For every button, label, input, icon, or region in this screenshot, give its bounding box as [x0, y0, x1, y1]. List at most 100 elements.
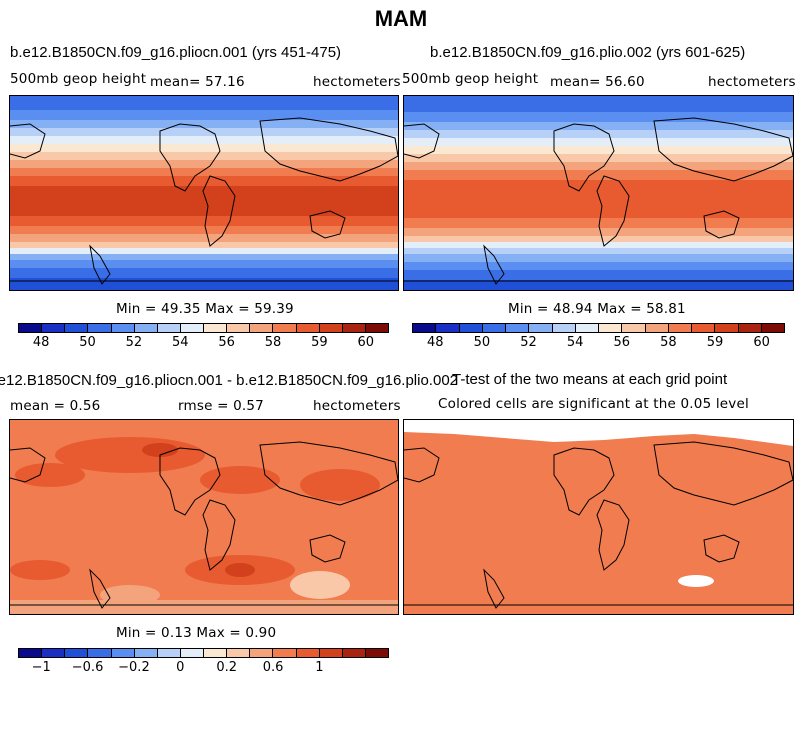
- colorbar-swatch: [65, 649, 89, 657]
- colorbar-swatch: [482, 324, 506, 332]
- panel-4-title: T-test of the two means at each grid poi…: [452, 371, 728, 388]
- colorbar-tick-label: −1: [31, 660, 51, 675]
- band: [10, 268, 398, 278]
- panel-3-units: hectometers: [313, 398, 401, 414]
- colorbar-tick-label: 52: [520, 335, 537, 350]
- colorbar-tick-label: 60: [357, 335, 375, 350]
- colorbar-swatch: [42, 649, 66, 657]
- panel-2-labels: 500mb geop height mean= 56.60 hectometer…: [402, 71, 802, 91]
- band: [10, 242, 398, 248]
- band: [404, 96, 793, 112]
- panel-1-minmax: Min = 49.35 Max = 59.39: [116, 301, 294, 317]
- colorbar-swatch: [157, 649, 181, 657]
- contour-blob: [142, 443, 178, 457]
- colorbar-swatch: [296, 324, 320, 332]
- band: [404, 146, 793, 154]
- contour-blob: [300, 469, 380, 501]
- coastlines: [404, 117, 793, 285]
- colorbar-swatch: [365, 324, 388, 332]
- colorbar-swatch: [42, 324, 66, 332]
- panel-2-variable: 500mb geop height: [402, 71, 539, 87]
- band: [404, 262, 793, 270]
- band: [10, 248, 398, 254]
- band: [404, 154, 793, 162]
- colorbar-swatch: [529, 324, 553, 332]
- band: [10, 120, 398, 128]
- colorbar-swatch: [506, 324, 530, 332]
- band: [404, 162, 793, 170]
- panel-3-heatmap: [10, 420, 398, 614]
- colorbar-swatch: [365, 649, 388, 657]
- contour-blob: [290, 571, 350, 599]
- colorbar-swatch: [342, 649, 366, 657]
- panel-2-units: hectometers: [708, 74, 796, 90]
- panel-1-mean: mean= 57.16: [150, 74, 245, 90]
- colorbar-tick-label: −0.2: [118, 660, 150, 675]
- colorbar-swatch: [134, 649, 158, 657]
- colorbar-swatch: [715, 324, 739, 332]
- band: [10, 186, 398, 216]
- colorbar-tick-label: 54: [172, 335, 189, 350]
- colorbar-tick-label: 59: [311, 335, 328, 350]
- band: [10, 226, 398, 234]
- colorbar-swatch: [645, 324, 669, 332]
- coastlines: [10, 117, 398, 285]
- band: [404, 236, 793, 242]
- panel-4-subtitle: Colored cells are significant at the 0.0…: [438, 396, 749, 412]
- colorbar-swatch: [250, 324, 274, 332]
- band: [404, 218, 793, 228]
- band: [404, 180, 793, 218]
- colorbar-tick-label: 50: [473, 335, 491, 350]
- contour-blob: [225, 563, 255, 577]
- panel-4-heatmap: [404, 420, 793, 614]
- panel-1-variable: 500mb geop height: [10, 71, 147, 87]
- band: [10, 96, 398, 110]
- contour-blob: [10, 560, 70, 580]
- colorbar-swatch: [319, 324, 343, 332]
- band: [10, 160, 398, 168]
- contour-blob: [15, 463, 85, 487]
- panel-1-map: [9, 95, 399, 291]
- significant-fill: [404, 420, 793, 614]
- colorbar-swatch: [692, 324, 716, 332]
- colorbar-swatch: [342, 324, 366, 332]
- colorbar-tick-label: 58: [660, 335, 677, 350]
- colorbar-swatch: [227, 649, 251, 657]
- colorbar-swatch: [319, 649, 343, 657]
- panel-4-map: [403, 419, 794, 615]
- band: [404, 280, 793, 290]
- band: [10, 128, 398, 136]
- panel-3-title: b.e12.B1850CN.f09_g16.pliocn.001 - b.e12…: [0, 372, 458, 389]
- colorbar-swatch: [296, 649, 320, 657]
- band: [10, 600, 398, 614]
- panel-2-minmax: Min = 48.94 Max = 58.81: [508, 301, 686, 317]
- colorbar-swatch: [761, 324, 784, 332]
- colorbar-swatch: [459, 324, 483, 332]
- colorbar-swatch: [134, 324, 158, 332]
- panel-2-map: [403, 95, 794, 291]
- colorbar-tick-label: 56: [613, 335, 631, 350]
- panel-1-title: b.e12.B1850CN.f09_g16.pliocn.001 (yrs 45…: [10, 44, 342, 61]
- colorbar-swatch: [19, 324, 43, 332]
- band: [10, 216, 398, 226]
- colorbar-swatch: [273, 324, 297, 332]
- colorbar-swatch: [599, 324, 623, 332]
- colorbar-swatch: [19, 649, 43, 657]
- band: [10, 136, 398, 144]
- band: [404, 228, 793, 236]
- band: [404, 170, 793, 180]
- band: [404, 270, 793, 280]
- not-significant-region: [404, 420, 793, 446]
- colorbar-swatch: [111, 324, 135, 332]
- coastlines: [10, 441, 398, 609]
- band: [10, 278, 398, 290]
- colorbar-swatch: [227, 324, 251, 332]
- band: [10, 152, 398, 160]
- panel-3-minmax: Min = 0.13 Max = 0.90: [116, 625, 277, 641]
- not-significant-region: [678, 575, 714, 587]
- colorbar-swatch: [622, 324, 646, 332]
- colorbar-tick-label: −0.6: [71, 660, 104, 675]
- colorbar-swatch: [738, 324, 762, 332]
- panel-3-rmse: rmse = 0.57: [178, 398, 264, 414]
- band: [10, 144, 398, 152]
